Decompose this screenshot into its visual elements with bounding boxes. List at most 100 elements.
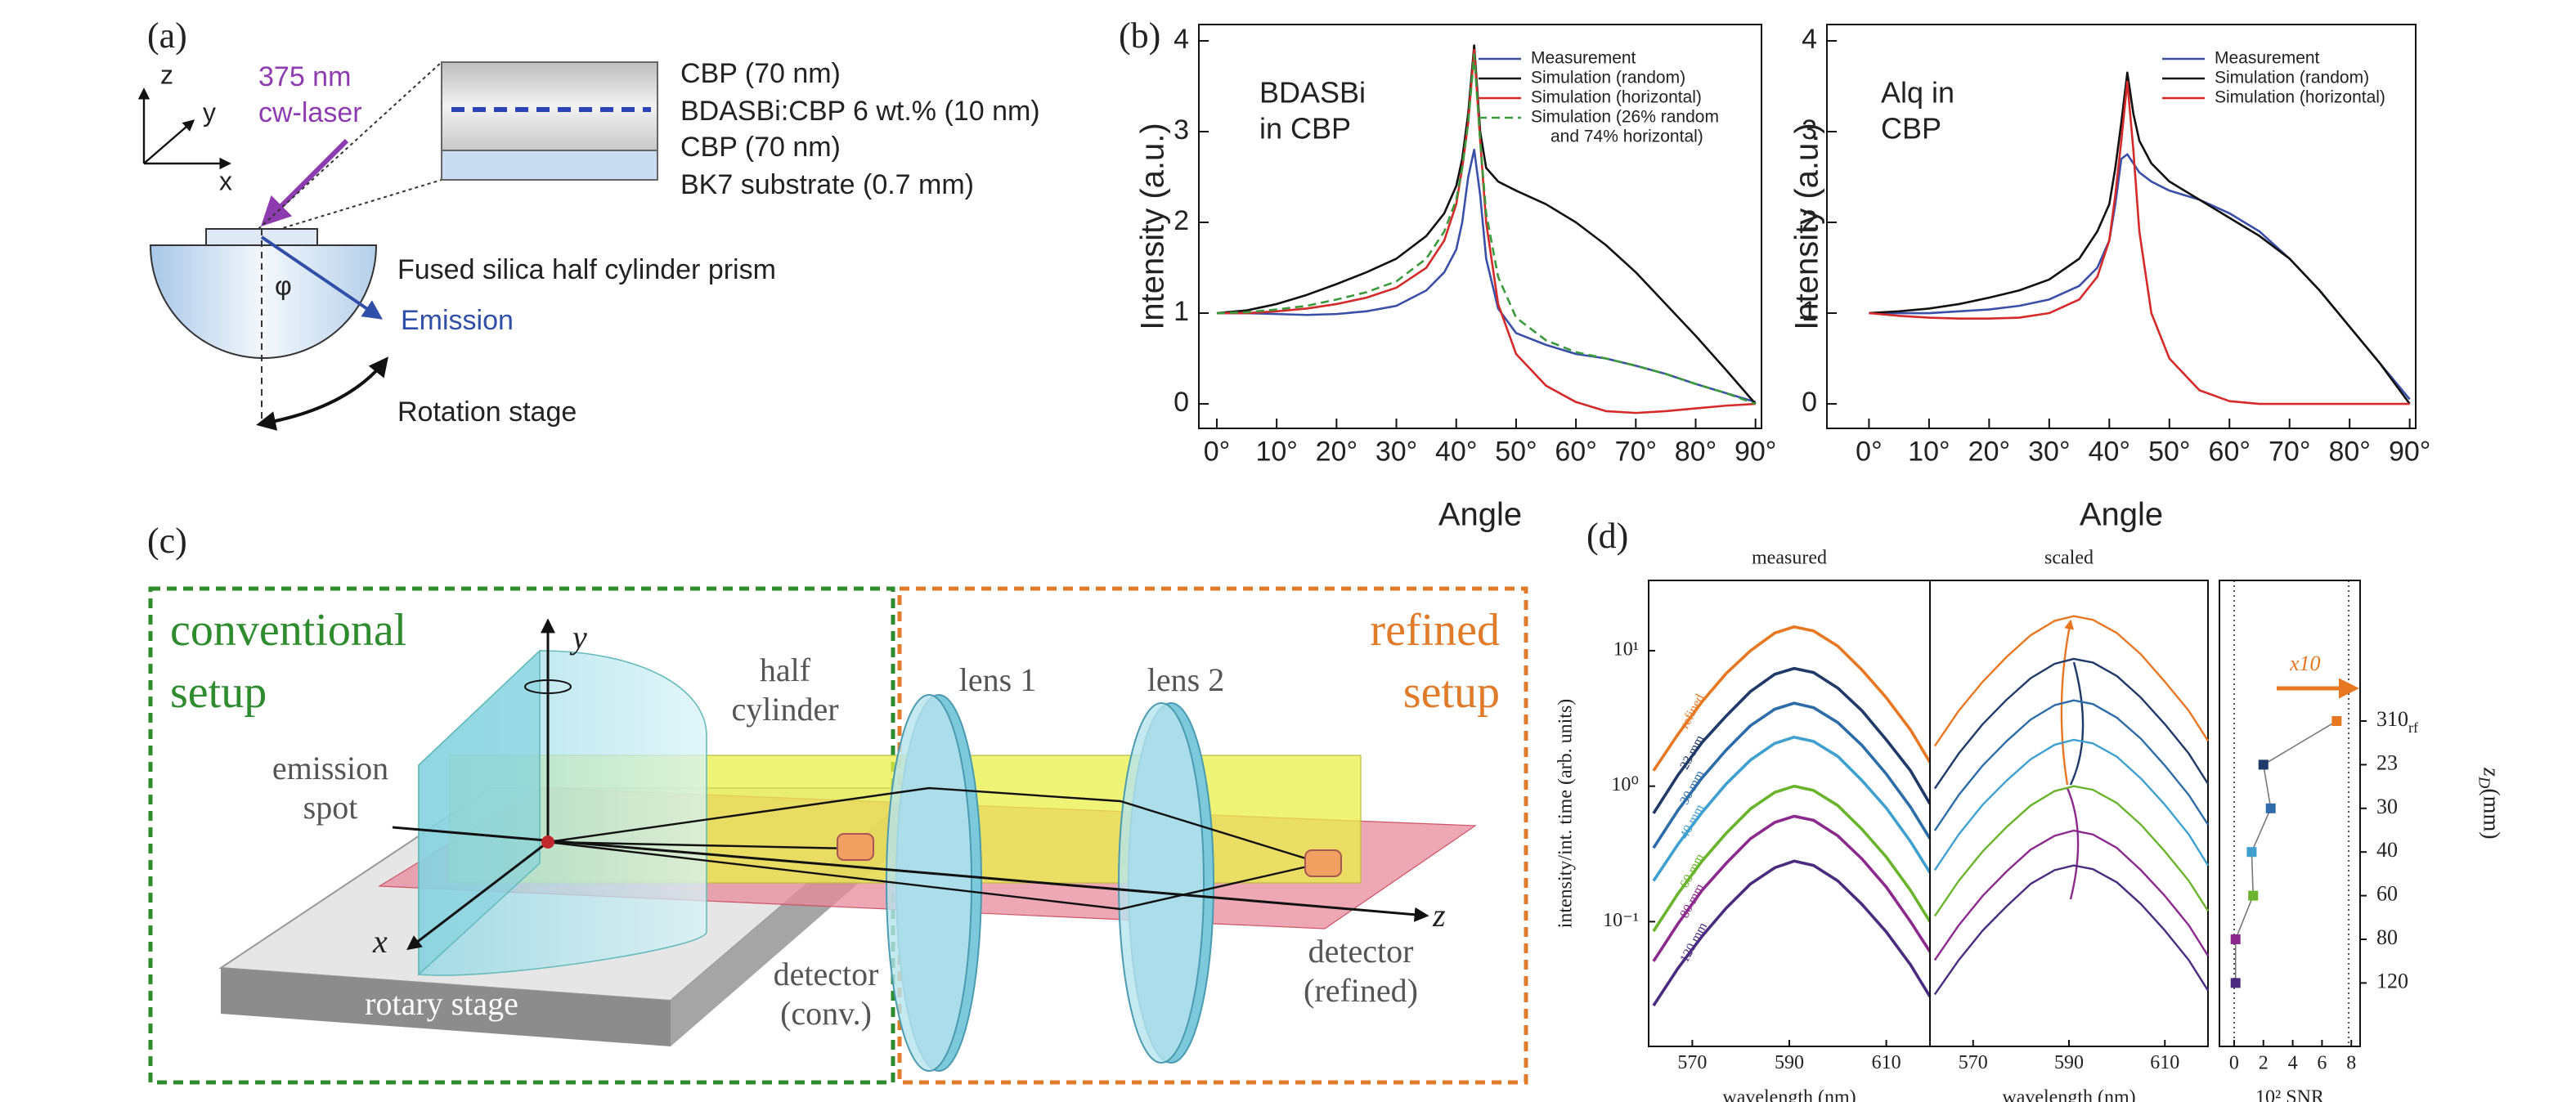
x-tick-label: 4 — [2288, 1053, 2298, 1074]
x-tick-label: 70° — [2269, 437, 2310, 468]
x-tick-label: 610 — [1872, 1052, 1901, 1073]
layer-label: BDASBi:CBP 6 wt.% (10 nm) — [680, 96, 1040, 127]
layer-label: CBP (70 nm) — [680, 58, 841, 89]
y-tick-label: 2 — [1174, 205, 1189, 236]
panel-label: (a) — [147, 16, 187, 56]
panel-a: z y x 375 nm cw-laser CBP (70 nm) BDASBi… — [137, 58, 1040, 431]
point — [2246, 847, 2257, 858]
point — [2248, 890, 2259, 901]
series-line — [1652, 735, 1932, 882]
series-line — [1933, 738, 2210, 871]
series-line — [1216, 53, 1757, 405]
series-line — [1869, 71, 2411, 405]
axis-label: z — [160, 60, 173, 89]
zoom-line — [258, 61, 442, 230]
legend-label: Simulation (26% random — [1531, 108, 1719, 127]
plot-frame — [1198, 24, 1762, 429]
point — [2230, 978, 2241, 988]
subplot-title: measured — [1752, 548, 1827, 569]
y-tick-label: 3 — [1174, 114, 1189, 146]
x-tick-label: 2 — [2259, 1053, 2269, 1074]
legend-label: Simulation (horizontal) — [2215, 88, 2385, 107]
x-axis-label: wavelength (nm) — [1722, 1087, 1856, 1102]
plot-frame — [1929, 580, 2209, 1047]
y-tick-label: 1 — [1174, 296, 1189, 327]
axis-label: z — [1432, 897, 1446, 934]
cylinder-face — [418, 649, 541, 976]
curve-label: 23 mm — [1677, 732, 1707, 772]
refined-box — [897, 586, 1528, 1085]
annotation: in CBP — [1259, 112, 1351, 146]
y-tick-label: 60 — [2376, 882, 2398, 906]
zoom-line — [258, 179, 442, 236]
y-tick-label: 4 — [1802, 24, 1817, 55]
stage-front — [221, 968, 671, 1046]
y-axis-label: zD (mm) — [2475, 767, 2503, 840]
x-tick-label: 90° — [1735, 437, 1776, 468]
y-tick-label: 23 — [2376, 750, 2398, 774]
label: emission — [272, 750, 388, 786]
subplot-title: scaled — [2044, 548, 2094, 569]
series-line — [1216, 44, 1757, 405]
x-tick-label: 8 — [2346, 1053, 2356, 1074]
rotation-arrow — [256, 356, 388, 431]
plot-frame — [1826, 24, 2417, 429]
y-tick-label: 30 — [2376, 795, 2398, 818]
arrow — [2066, 787, 2080, 900]
series-line — [1652, 701, 1932, 849]
x-axis-label: Angle — [1438, 497, 1522, 533]
x-tick-label: 570 — [1677, 1052, 1707, 1073]
series-line — [1652, 625, 1932, 772]
legend-label: Simulation (random) — [2215, 69, 2369, 87]
point — [2230, 934, 2241, 944]
label: cylinder — [731, 691, 838, 728]
curve-label: refined — [1677, 692, 1707, 731]
series-line — [1933, 864, 2210, 996]
y-tick-label: 0 — [1802, 387, 1817, 418]
box-title: setup — [1403, 667, 1500, 718]
prism — [149, 244, 378, 359]
y-tick-label: 10⁻¹ — [1603, 910, 1639, 931]
plot-frame — [2219, 580, 2361, 1047]
z-axis — [392, 826, 1429, 922]
x-tick-label: 590 — [1775, 1052, 1804, 1073]
x-tick-label: 30° — [1376, 437, 1417, 468]
x-tick-label: 70° — [1615, 437, 1657, 468]
x-tick-label: 570 — [1959, 1052, 1988, 1073]
x-tick-label: 0 — [2229, 1053, 2239, 1074]
x-tick-label: 610 — [2150, 1052, 2179, 1073]
x-tick-label: 50° — [1495, 437, 1537, 468]
lens — [1118, 702, 1205, 1064]
y-axis-label-part: D — [2475, 776, 2493, 789]
y-tick-label: 3 — [1802, 114, 1817, 146]
x-axis-label: Angle — [2080, 497, 2163, 533]
curve-label: 120 mm — [1677, 920, 1710, 965]
panel-label: (c) — [147, 521, 187, 561]
series-line — [1652, 784, 1932, 933]
x-tick-label: 30° — [2028, 437, 2070, 468]
label: lens 1 — [959, 661, 1036, 698]
box-title: conventional — [170, 605, 406, 656]
box-title: setup — [170, 667, 267, 718]
y-tick-label: 10¹ — [1613, 638, 1639, 660]
y-tick-label: 1 — [1802, 296, 1817, 327]
series-line — [1216, 148, 1757, 404]
angle-label: φ — [275, 271, 292, 300]
y-axis-label-part: (mm) — [2479, 788, 2504, 839]
series-line — [1869, 80, 2410, 405]
annotation: CBP — [1881, 112, 1941, 146]
legend-label: Measurement — [1531, 49, 1636, 68]
prism-label: Fused silica half cylinder prism — [397, 254, 776, 285]
label: (conv.) — [780, 995, 872, 1032]
x-tick-label: 90° — [2389, 437, 2430, 468]
series-line — [1652, 814, 1932, 962]
laser-arrow — [260, 138, 349, 227]
y-tick-label: 40 — [2376, 838, 2398, 862]
x-tick-label: 20° — [1968, 437, 2010, 468]
axis-label: y — [203, 97, 216, 127]
x-tick-label: 0° — [1204, 437, 1231, 468]
axis-label: y — [569, 619, 587, 656]
x-tick-label: 590 — [2054, 1052, 2084, 1073]
